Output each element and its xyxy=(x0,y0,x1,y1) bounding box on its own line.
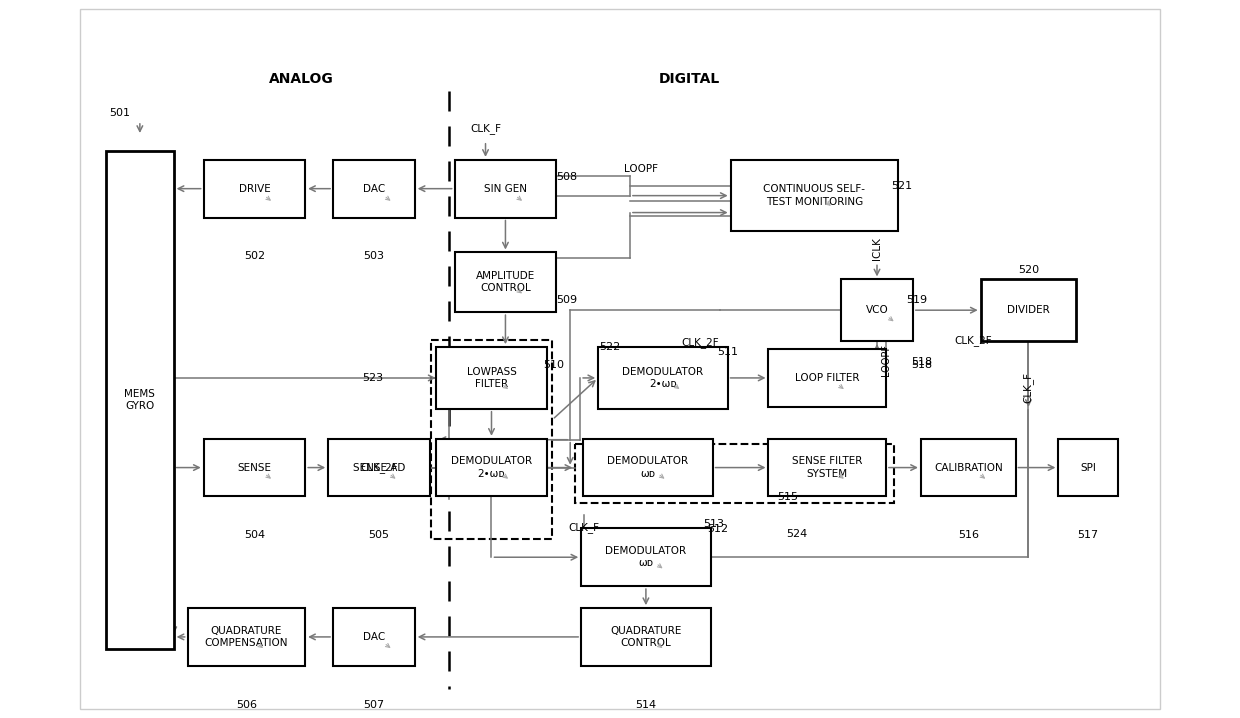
Text: CONTINUOUS SELF-
TEST MONITORING: CONTINUOUS SELF- TEST MONITORING xyxy=(764,185,866,207)
Text: 524: 524 xyxy=(786,529,808,539)
Text: DAC: DAC xyxy=(363,632,386,642)
Bar xyxy=(582,608,711,666)
Bar xyxy=(334,608,415,666)
Text: ICLK: ICLK xyxy=(872,237,882,260)
Text: CALIBRATION: CALIBRATION xyxy=(934,462,1003,472)
Text: DRIVE: DRIVE xyxy=(238,184,270,194)
Text: 518: 518 xyxy=(911,360,932,370)
Bar xyxy=(730,160,898,231)
Text: LOOPF: LOOPF xyxy=(624,164,658,174)
Bar xyxy=(203,439,305,496)
Text: DAC: DAC xyxy=(363,184,386,194)
Text: 517: 517 xyxy=(1078,531,1099,541)
Text: DEMODULATOR
ωᴅ: DEMODULATOR ωᴅ xyxy=(608,457,688,479)
Text: CLK_2F: CLK_2F xyxy=(955,335,992,345)
Text: 502: 502 xyxy=(244,251,265,261)
Text: CLK_2F: CLK_2F xyxy=(360,462,398,473)
Bar xyxy=(598,347,728,409)
Text: SIN GEN: SIN GEN xyxy=(484,184,527,194)
Text: 516: 516 xyxy=(959,531,980,541)
Bar xyxy=(105,151,174,649)
Bar xyxy=(769,349,885,407)
Text: SENSE AD: SENSE AD xyxy=(352,462,405,472)
Text: 519: 519 xyxy=(906,295,928,305)
Text: 501: 501 xyxy=(109,108,130,118)
Text: ANALOG: ANALOG xyxy=(269,72,334,86)
Bar xyxy=(435,347,547,409)
Text: 510: 510 xyxy=(543,360,564,370)
Text: AMPLITUDE
CONTROL: AMPLITUDE CONTROL xyxy=(476,271,536,294)
Text: DIVIDER: DIVIDER xyxy=(1007,305,1050,315)
Text: DEMODULATOR
2•ωᴅ: DEMODULATOR 2•ωᴅ xyxy=(622,367,703,389)
Text: LOOPF: LOOPF xyxy=(880,344,892,376)
Text: SENSE FILTER
SYSTEM: SENSE FILTER SYSTEM xyxy=(792,457,862,479)
Text: 505: 505 xyxy=(368,531,389,541)
Text: 503: 503 xyxy=(363,251,384,261)
Text: 507: 507 xyxy=(363,699,384,709)
Text: 515: 515 xyxy=(776,493,797,503)
Bar xyxy=(981,279,1076,341)
Text: CLK_F: CLK_F xyxy=(470,123,501,134)
Text: LOOP FILTER: LOOP FILTER xyxy=(795,373,859,383)
Text: 518: 518 xyxy=(911,357,932,367)
Bar xyxy=(455,253,557,312)
Bar xyxy=(575,444,894,503)
Text: 521: 521 xyxy=(892,181,913,191)
Text: LOWPASS
FILTER: LOWPASS FILTER xyxy=(466,367,516,389)
Bar xyxy=(203,160,305,218)
Bar xyxy=(455,160,557,218)
Text: QUADRATURE
COMPENSATION: QUADRATURE COMPENSATION xyxy=(205,625,288,648)
Text: CLK_F: CLK_F xyxy=(569,522,600,533)
Bar xyxy=(435,439,547,496)
Text: VCO: VCO xyxy=(866,305,888,315)
Text: 523: 523 xyxy=(362,373,383,383)
Bar xyxy=(187,608,305,666)
Bar xyxy=(430,340,552,539)
Bar xyxy=(329,439,430,496)
Text: 509: 509 xyxy=(557,295,578,305)
Text: 520: 520 xyxy=(1018,266,1039,275)
Text: 504: 504 xyxy=(244,531,265,541)
Bar xyxy=(921,439,1016,496)
Text: 522: 522 xyxy=(599,342,621,352)
Text: DEMODULATOR
ωᴅ: DEMODULATOR ωᴅ xyxy=(605,546,687,569)
Bar xyxy=(334,160,415,218)
Text: CLK_F: CLK_F xyxy=(1023,373,1034,404)
Text: SENSE: SENSE xyxy=(237,462,272,472)
Bar xyxy=(841,279,913,341)
Text: 506: 506 xyxy=(236,699,257,709)
Text: DIGITAL: DIGITAL xyxy=(660,72,720,86)
Bar xyxy=(769,439,885,496)
Text: MEMS
GYRO: MEMS GYRO xyxy=(124,388,155,411)
Text: 511: 511 xyxy=(717,347,738,357)
Bar xyxy=(1058,439,1118,496)
Text: QUADRATURE
CONTROL: QUADRATURE CONTROL xyxy=(610,625,682,648)
Text: 508: 508 xyxy=(557,172,578,182)
Text: CLK_2F: CLK_2F xyxy=(681,337,718,348)
Bar xyxy=(582,528,711,586)
Text: DEMODULATOR
2•ωᴅ: DEMODULATOR 2•ωᴅ xyxy=(451,457,532,479)
Text: SPI: SPI xyxy=(1080,462,1096,472)
Bar xyxy=(583,439,713,496)
Text: 513: 513 xyxy=(703,519,724,529)
Text: 512: 512 xyxy=(707,524,728,534)
Text: 514: 514 xyxy=(635,699,656,709)
